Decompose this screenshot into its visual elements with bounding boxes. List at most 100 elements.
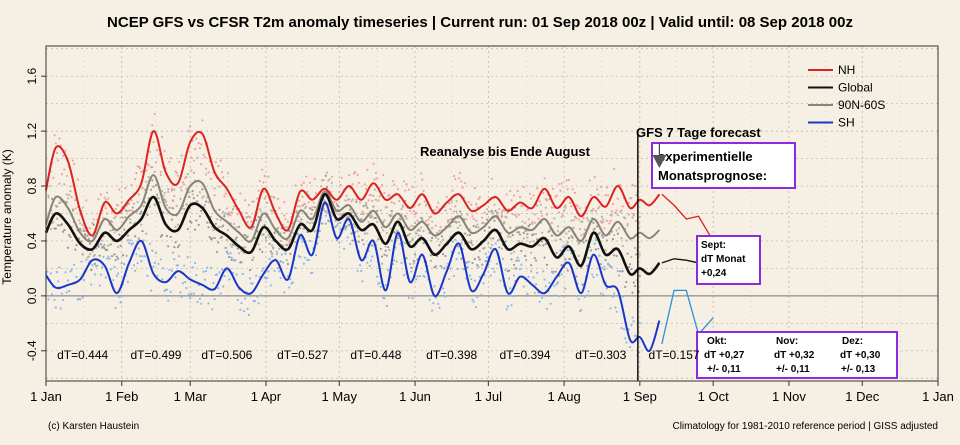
scatter-point-nh xyxy=(576,205,579,208)
scatter-point-nh xyxy=(180,154,183,157)
scatter-point-global xyxy=(193,228,197,231)
scatter-point-nh xyxy=(256,197,259,200)
scatter-point-sh xyxy=(533,291,536,295)
scatter-point-90n-60s xyxy=(482,222,485,225)
legend-label-90n-60s: 90N-60S xyxy=(838,98,885,112)
dez-title: Dez: xyxy=(842,336,863,347)
scatter-point-nh xyxy=(124,186,127,190)
scatter-point-nh xyxy=(151,124,154,127)
scatter-point-global xyxy=(115,255,118,258)
scatter-point-90n-60s xyxy=(385,231,389,235)
scatter-point-nh xyxy=(390,201,393,204)
scatter-point-global xyxy=(520,249,523,253)
scatter-point-sh xyxy=(141,255,144,258)
scatter-point-sh xyxy=(335,224,338,227)
scatter-point-nh xyxy=(571,188,574,191)
scatter-point-global xyxy=(492,237,495,240)
scatter-point-global xyxy=(440,235,444,238)
scatter-point-nh xyxy=(278,206,281,210)
scatter-point-90n-60s xyxy=(267,233,270,237)
scatter-point-90n-60s xyxy=(572,226,575,230)
scatter-point-sh xyxy=(289,278,292,281)
scatter-point-90n-60s xyxy=(389,227,392,230)
scatter-point-global xyxy=(345,225,348,228)
scatter-point-sh xyxy=(257,302,260,305)
scatter-point-sh xyxy=(440,266,444,269)
scatter-point-sh xyxy=(412,262,415,265)
scatter-point-sh xyxy=(577,298,580,301)
scatter-point-nh xyxy=(532,194,535,197)
scatter-point-90n-60s xyxy=(591,209,594,212)
scatter-point-global xyxy=(429,254,433,257)
scatter-point-global xyxy=(555,251,558,254)
scatter-point-global xyxy=(512,263,516,267)
scatter-point-global xyxy=(515,259,518,262)
scatter-point-nh xyxy=(145,169,148,172)
scatter-point-global xyxy=(592,221,595,224)
scatter-point-sh xyxy=(338,241,341,244)
scatter-point-global xyxy=(405,257,408,260)
scatter-point-global xyxy=(270,252,274,255)
scatter-point-90n-60s xyxy=(638,253,641,256)
scatter-point-90n-60s xyxy=(616,214,619,217)
scatter-point-90n-60s xyxy=(378,195,381,198)
scatter-point-global xyxy=(542,244,545,247)
scatter-point-sh xyxy=(622,328,626,331)
scatter-point-nh xyxy=(246,221,249,224)
scatter-point-global xyxy=(566,269,569,272)
scatter-point-global xyxy=(350,232,353,235)
scatter-point-global xyxy=(240,261,243,264)
scatter-point-90n-60s xyxy=(244,246,247,249)
scatter-point-nh xyxy=(173,195,176,198)
scatter-point-nh xyxy=(619,184,622,187)
scatter-point-nh xyxy=(521,204,524,207)
scatter-point-sh xyxy=(593,242,596,245)
scatter-point-sh xyxy=(277,266,280,270)
scatter-point-nh xyxy=(599,185,602,188)
scatter-point-nh xyxy=(197,141,200,145)
scatter-point-global xyxy=(431,236,434,240)
x-tick-label: 1 Feb xyxy=(105,389,138,404)
scatter-point-nh xyxy=(354,170,357,174)
scatter-point-nh xyxy=(146,162,149,165)
scatter-point-90n-60s xyxy=(165,204,169,207)
scatter-point-90n-60s xyxy=(622,216,626,219)
scatter-point-global xyxy=(231,243,235,246)
scatter-point-sh xyxy=(134,269,137,272)
scatter-point-nh xyxy=(279,239,282,243)
scatter-point-sh xyxy=(123,263,126,266)
scatter-point-90n-60s xyxy=(269,209,272,212)
scatter-point-90n-60s xyxy=(167,188,170,191)
scatter-point-sh xyxy=(55,271,59,274)
scatter-point-nh xyxy=(376,177,379,180)
scatter-point-90n-60s xyxy=(324,214,327,217)
scatter-point-90n-60s xyxy=(477,226,480,229)
scatter-point-90n-60s xyxy=(71,209,74,212)
scatter-point-global xyxy=(138,212,142,215)
scatter-point-nh xyxy=(527,218,530,221)
scatter-point-sh xyxy=(179,291,182,294)
scatter-point-nh xyxy=(439,225,442,229)
scatter-point-nh xyxy=(226,172,230,175)
scatter-point-global xyxy=(577,242,580,245)
scatter-point-global xyxy=(153,203,156,206)
scatter-point-nh xyxy=(71,159,74,162)
scatter-point-90n-60s xyxy=(600,215,604,218)
scatter-point-90n-60s xyxy=(310,207,313,211)
scatter-point-90n-60s xyxy=(151,165,154,169)
scatter-point-sh xyxy=(554,294,557,297)
scatter-point-sh xyxy=(135,253,138,256)
scatter-point-sh xyxy=(358,264,362,267)
scatter-point-nh xyxy=(577,218,580,221)
scatter-point-nh xyxy=(560,182,563,185)
scatter-point-nh xyxy=(460,180,463,183)
scatter-point-sh xyxy=(538,300,541,303)
scatter-point-90n-60s xyxy=(202,195,205,198)
scatter-point-90n-60s xyxy=(423,200,426,203)
scatter-point-sh xyxy=(226,252,230,255)
scatter-point-sh xyxy=(352,223,356,226)
scatter-point-90n-60s xyxy=(47,194,50,197)
scatter-point-global xyxy=(324,174,327,177)
scatter-point-global xyxy=(494,209,497,213)
